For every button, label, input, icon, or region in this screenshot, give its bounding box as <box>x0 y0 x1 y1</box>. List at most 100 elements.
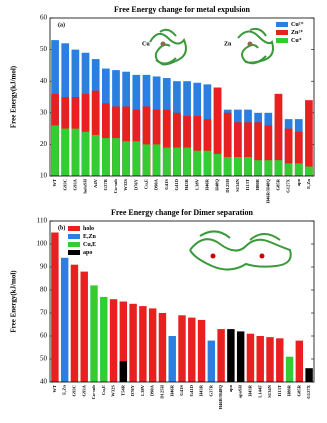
y-tick-label: 90 <box>40 263 48 271</box>
x-tick-label: H80R <box>255 178 260 190</box>
x-tick-label: G41D <box>174 178 179 190</box>
bar <box>71 128 80 176</box>
bar <box>168 336 176 382</box>
bar <box>254 160 263 176</box>
x-tick-label: H43R <box>248 384 253 396</box>
y-tick-label: 80 <box>40 286 48 294</box>
bar <box>51 125 59 176</box>
x-tick-label: E,Zn <box>62 385 67 395</box>
bar <box>61 128 70 176</box>
annotation: Zn <box>224 41 232 47</box>
x-tick-label: G93C <box>62 179 67 190</box>
bar <box>70 264 79 382</box>
y-tick-label: 60 <box>40 332 48 340</box>
x-tick-label: T54R <box>120 384 125 396</box>
x-tick-label: G127X <box>306 384 311 398</box>
bar <box>129 303 137 382</box>
bar <box>101 138 110 176</box>
x-tick-label: D76Y <box>130 384 135 396</box>
x-tick-label: WT <box>52 179 57 187</box>
ion-marker <box>210 253 216 259</box>
y-tick-label: 40 <box>40 77 48 85</box>
legend-swatch <box>276 38 288 43</box>
bar <box>236 331 245 382</box>
bar <box>183 115 191 176</box>
x-tick-label: H80R <box>287 384 292 396</box>
x-tick-label: H46R/H48Q <box>218 385 223 410</box>
x-tick-label: L38V <box>140 384 145 396</box>
x-tick-label: G127X <box>286 178 291 192</box>
x-tick-label: H43R <box>199 384 204 396</box>
x-tick-label: G93C <box>72 385 77 396</box>
bar <box>152 109 161 176</box>
bar <box>80 271 88 382</box>
x-tick-label: D125H <box>160 385 165 399</box>
x-tick-label: H46R/H48Q <box>265 179 270 204</box>
x-tick-label: S134N <box>267 384 272 397</box>
bar <box>51 232 59 382</box>
y-tick-label: 110 <box>37 217 48 225</box>
bar <box>207 340 216 382</box>
bar <box>284 128 293 176</box>
legend-swatch <box>276 30 288 35</box>
bar <box>294 163 303 176</box>
bar <box>264 160 273 176</box>
bar <box>233 122 242 176</box>
bar <box>276 338 284 382</box>
legend-swatch <box>68 234 80 239</box>
bar <box>112 138 120 176</box>
legend-label: Zn²⁺ <box>291 29 303 36</box>
bar <box>203 150 212 176</box>
bar <box>91 134 100 176</box>
bar <box>197 319 206 382</box>
legend-label: Cu,E <box>83 242 96 248</box>
x-tick-label: Cu-sub <box>113 179 118 194</box>
x-tick-label: L144F <box>257 385 262 398</box>
legend-label: Cu²⁺ <box>291 21 304 28</box>
bar <box>162 147 171 176</box>
bar <box>162 109 171 176</box>
bar <box>139 306 147 382</box>
ion-marker <box>160 41 166 47</box>
ion-marker <box>259 253 265 259</box>
y-axis-label: Free Energy(kJ/mol) <box>10 270 18 333</box>
plot-frame <box>49 17 315 177</box>
x-tick-label: H48Q <box>215 179 220 191</box>
bar <box>223 112 232 176</box>
x-tick-label: G41S <box>164 179 169 190</box>
x-tick-label: E,Zn <box>306 179 311 189</box>
plot-frame <box>49 220 315 383</box>
x-tick-label: G93A <box>72 178 77 190</box>
annotation: Cu <box>142 41 150 47</box>
x-tick-label: holoSH <box>83 179 88 194</box>
x-tick-label: apo <box>296 178 301 186</box>
y-tick-label: 70 <box>40 309 48 317</box>
y-tick-label: 40 <box>40 378 48 386</box>
x-tick-label: Cu,E <box>144 179 149 189</box>
annotation: (b) <box>58 224 65 231</box>
bar <box>188 317 196 382</box>
x-tick-label: A4V <box>93 178 98 188</box>
bar <box>152 144 161 176</box>
bar <box>233 157 242 176</box>
y-tick-label: 20 <box>40 140 48 148</box>
y-tick-label: 10 <box>40 172 48 180</box>
bar <box>274 160 283 176</box>
bar <box>244 122 252 176</box>
x-tick-label: G85R <box>296 384 301 396</box>
y-tick-label: 50 <box>40 355 48 363</box>
x-tick-label: I113T <box>245 179 250 191</box>
legend-label: E,Zn <box>83 234 97 240</box>
y-tick-label: 50 <box>40 45 48 53</box>
bar <box>285 356 294 382</box>
bar <box>122 141 131 176</box>
bar <box>284 163 293 176</box>
y-tick-label: 60 <box>40 14 48 22</box>
bar <box>90 285 98 382</box>
x-tick-label: D125H <box>225 179 230 193</box>
y-tick-label: 30 <box>40 108 48 116</box>
bar <box>81 131 90 176</box>
x-tick-label: apoSH <box>238 385 243 399</box>
bar <box>60 257 69 382</box>
bar <box>173 147 181 176</box>
